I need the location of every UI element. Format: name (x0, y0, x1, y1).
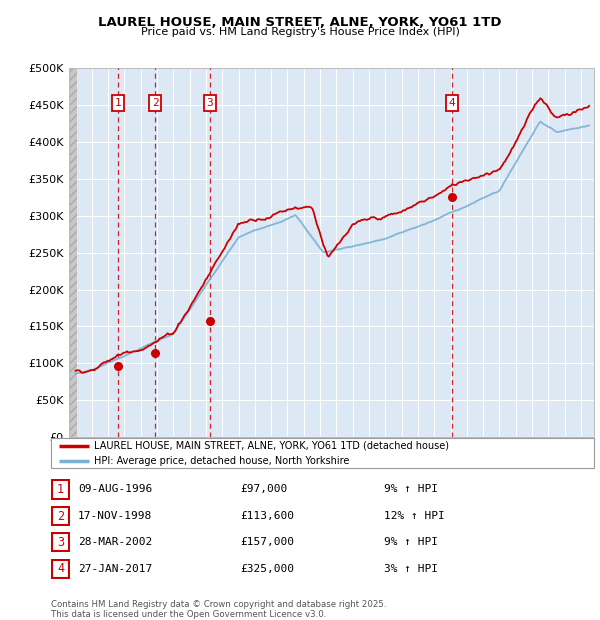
Text: 3: 3 (206, 98, 213, 108)
Text: 12% ↑ HPI: 12% ↑ HPI (384, 511, 445, 521)
Text: 9% ↑ HPI: 9% ↑ HPI (384, 537, 438, 547)
Text: 9% ↑ HPI: 9% ↑ HPI (384, 484, 438, 494)
Text: £157,000: £157,000 (240, 537, 294, 547)
Text: 17-NOV-1998: 17-NOV-1998 (78, 511, 152, 521)
Text: Price paid vs. HM Land Registry's House Price Index (HPI): Price paid vs. HM Land Registry's House … (140, 27, 460, 37)
FancyBboxPatch shape (51, 438, 594, 468)
Text: 27-JAN-2017: 27-JAN-2017 (78, 564, 152, 574)
Text: 1: 1 (57, 483, 64, 496)
Text: Contains HM Land Registry data © Crown copyright and database right 2025.
This d: Contains HM Land Registry data © Crown c… (51, 600, 386, 619)
Text: 3: 3 (57, 536, 64, 549)
FancyBboxPatch shape (52, 507, 69, 525)
Text: 09-AUG-1996: 09-AUG-1996 (78, 484, 152, 494)
Text: LAUREL HOUSE, MAIN STREET, ALNE, YORK, YO61 1TD: LAUREL HOUSE, MAIN STREET, ALNE, YORK, Y… (98, 16, 502, 29)
Text: 28-MAR-2002: 28-MAR-2002 (78, 537, 152, 547)
Text: 4: 4 (448, 98, 455, 108)
Text: £325,000: £325,000 (240, 564, 294, 574)
Text: 1: 1 (115, 98, 121, 108)
Text: 4: 4 (57, 562, 64, 575)
Text: 2: 2 (57, 510, 64, 523)
FancyBboxPatch shape (52, 560, 69, 578)
Bar (69, 68, 77, 437)
Text: HPI: Average price, detached house, North Yorkshire: HPI: Average price, detached house, Nort… (94, 456, 350, 466)
FancyBboxPatch shape (52, 480, 69, 498)
Text: £97,000: £97,000 (240, 484, 287, 494)
FancyBboxPatch shape (52, 533, 69, 551)
Text: 3% ↑ HPI: 3% ↑ HPI (384, 564, 438, 574)
Text: £113,600: £113,600 (240, 511, 294, 521)
Text: LAUREL HOUSE, MAIN STREET, ALNE, YORK, YO61 1TD (detached house): LAUREL HOUSE, MAIN STREET, ALNE, YORK, Y… (94, 441, 449, 451)
Text: 2: 2 (152, 98, 158, 108)
